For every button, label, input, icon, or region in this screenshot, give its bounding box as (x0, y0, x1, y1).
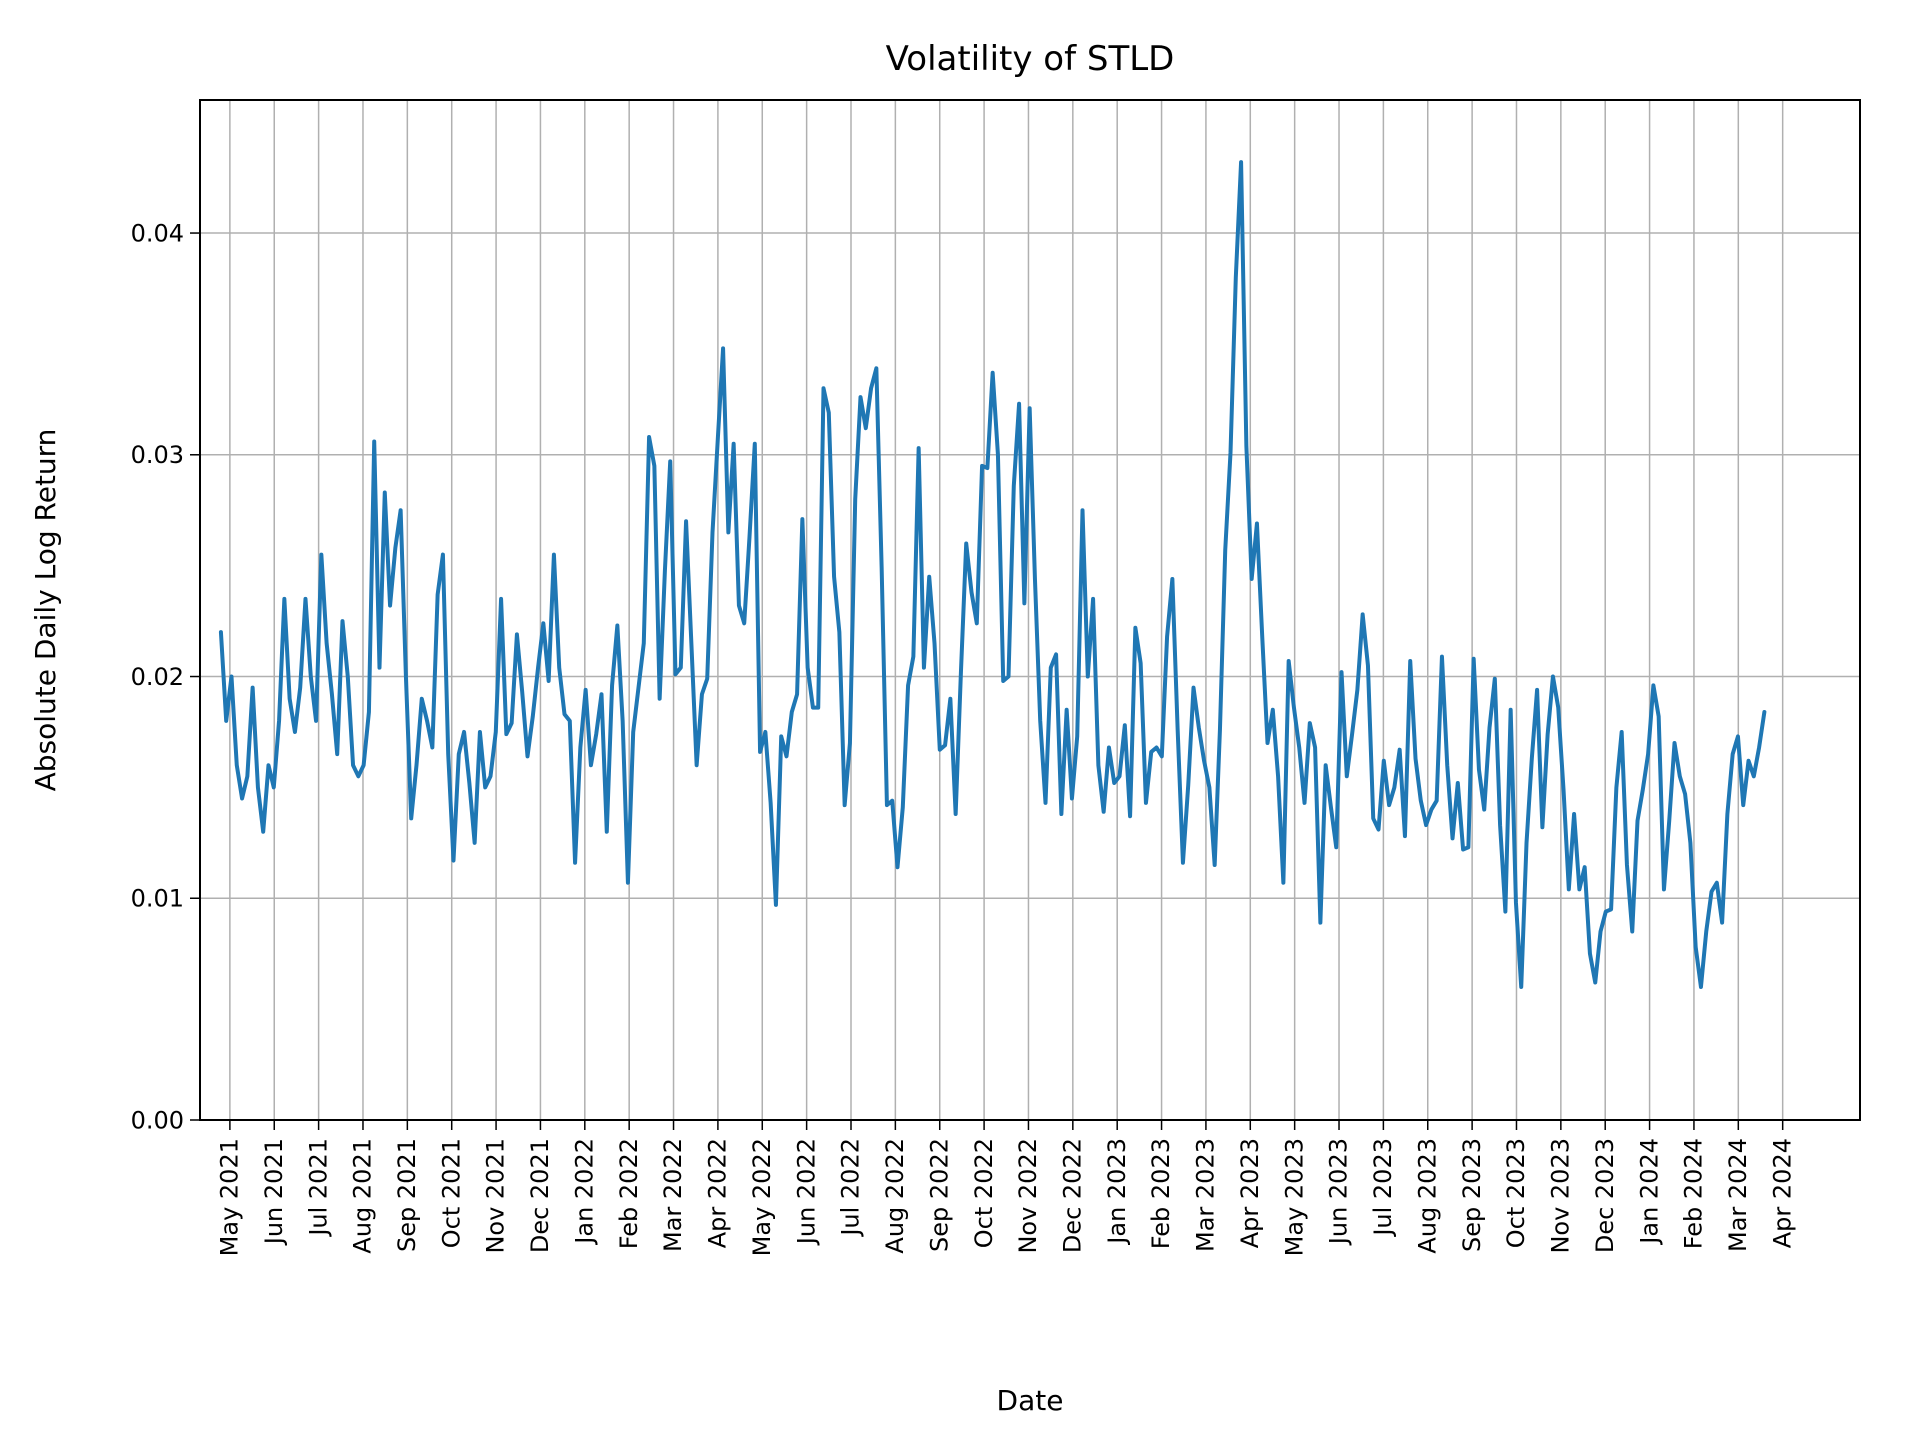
x-tick-label: Feb 2022 (615, 1138, 643, 1249)
x-tick-label: Dec 2022 (1059, 1138, 1087, 1253)
y-axis-label: Absolute Daily Log Return (29, 429, 62, 792)
x-tick-label: Apr 2022 (704, 1138, 732, 1248)
x-tick-label: Jul 2023 (1369, 1138, 1397, 1238)
x-tick-label: Jan 2023 (1103, 1138, 1131, 1246)
x-tick-label: Aug 2022 (881, 1138, 909, 1254)
x-tick-label: May 2023 (1280, 1138, 1308, 1256)
x-tick-label: Nov 2021 (482, 1138, 510, 1254)
y-tick-label: 0.01 (131, 885, 184, 913)
x-tick-label: May 2022 (748, 1138, 776, 1256)
x-tick-label: Mar 2023 (1192, 1138, 1220, 1252)
x-tick-label: Oct 2022 (970, 1138, 998, 1248)
x-tick-label: May 2021 (216, 1138, 244, 1256)
x-tick-label: Oct 2023 (1502, 1138, 1530, 1248)
x-tick-label: Mar 2022 (659, 1138, 687, 1252)
x-tick-label: Aug 2023 (1413, 1138, 1441, 1254)
x-tick-label: Jun 2023 (1325, 1138, 1353, 1246)
x-tick-label: Dec 2023 (1591, 1138, 1619, 1253)
x-tick-label: Feb 2023 (1147, 1138, 1175, 1249)
x-tick-label: Jun 2021 (260, 1138, 288, 1246)
y-tick-label: 0.00 (131, 1106, 184, 1134)
x-tick-label: Jul 2021 (304, 1138, 332, 1238)
x-tick-label: Jul 2022 (837, 1138, 865, 1238)
x-tick-label: Sep 2021 (393, 1138, 421, 1252)
x-tick-label: Sep 2022 (925, 1138, 953, 1252)
volatility-chart: May 2021 Jun 2021 Jul 2021 Aug 2021 Sep 2021… (0, 0, 1920, 1440)
chart-title: Volatility of STLD (886, 39, 1175, 79)
y-tick-label: 0.04 (131, 219, 184, 247)
x-axis-label: Date (997, 1384, 1064, 1417)
x-tick-label: Nov 2022 (1014, 1138, 1042, 1254)
y-tick-label: 0.03 (131, 441, 184, 469)
chart-svg: May 2021 Jun 2021 Jul 2021 Aug 2021 Sep 2021… (0, 0, 1920, 1440)
x-tick-label: Jun 2022 (792, 1138, 820, 1246)
y-tick-label: 0.02 (131, 663, 184, 691)
x-tick-label: Apr 2023 (1236, 1138, 1264, 1248)
x-tick-label: Nov 2023 (1547, 1138, 1575, 1254)
x-tick-label: Dec 2021 (526, 1138, 554, 1253)
x-tick-label: Jan 2022 (570, 1138, 598, 1246)
x-tick-label: Oct 2021 (437, 1138, 465, 1248)
x-tick-label: Feb 2024 (1680, 1138, 1708, 1249)
x-tick-label: Aug 2021 (349, 1138, 377, 1254)
x-tick-label: Mar 2024 (1724, 1138, 1752, 1252)
x-tick-label: Jan 2024 (1635, 1138, 1663, 1246)
x-tick-label: Sep 2023 (1458, 1138, 1486, 1252)
x-tick-label: Apr 2024 (1768, 1138, 1796, 1248)
